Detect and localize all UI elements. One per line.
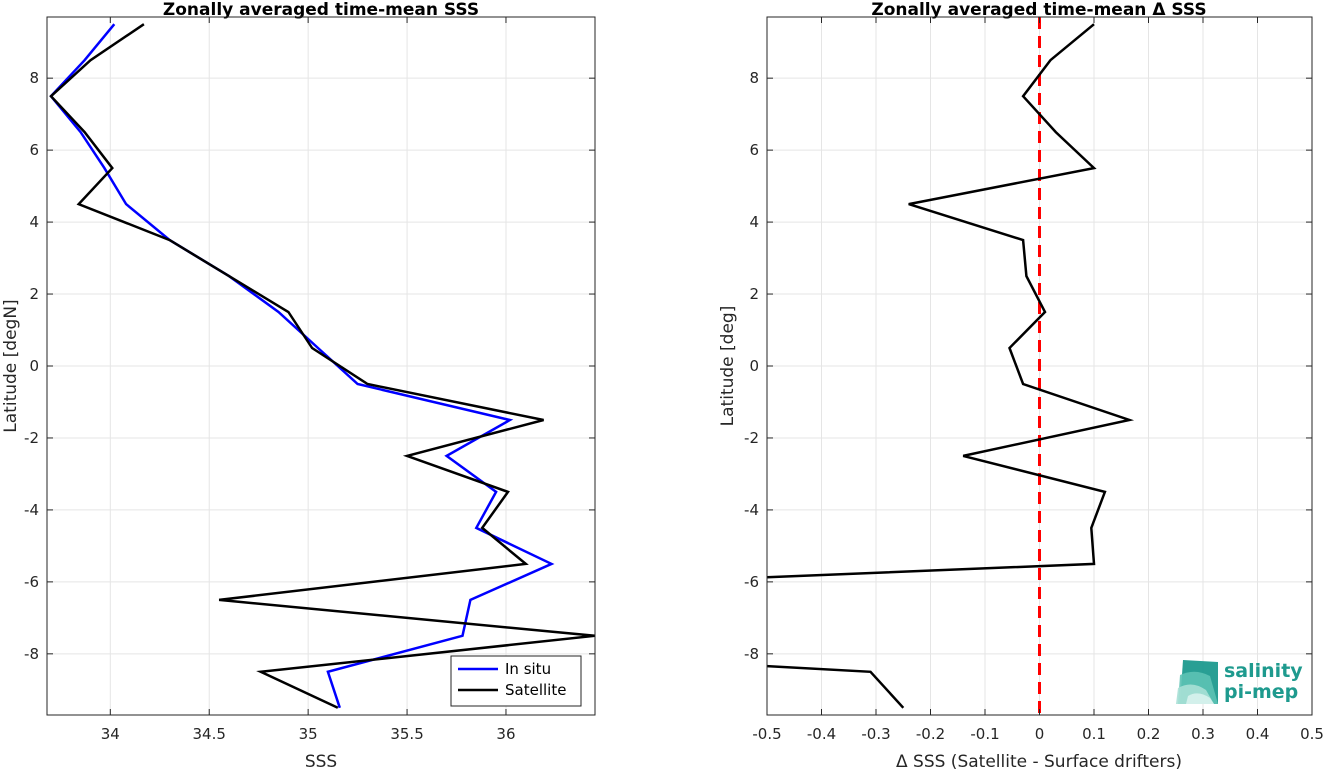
- left-x-tick-label: 35.5: [390, 725, 423, 743]
- logo-line1: salinity: [1224, 660, 1303, 682]
- right-x-tick-label: -0.5: [752, 725, 781, 743]
- right-x-axis-label: Δ SSS (Satellite - Surface drifters): [896, 752, 1182, 769]
- right-x-tick-label: 0.2: [1137, 725, 1161, 743]
- right-chart-title: Zonally averaged time-mean Δ SSS: [871, 0, 1206, 20]
- right-x-tick-label: -0.4: [807, 725, 836, 743]
- left-x-tick-label: 36: [496, 725, 515, 743]
- right-series-delta-line: [767, 23, 1135, 579]
- right-x-tick-label: 0.3: [1191, 725, 1215, 743]
- left-series-group: [49, 23, 595, 709]
- left-grid: [47, 17, 595, 715]
- logo-wave-icon: [1176, 660, 1218, 704]
- right-x-tick-label: -0.2: [916, 725, 945, 743]
- right-x-tick-label: 0: [1035, 725, 1045, 743]
- right-x-tick-label: 0.1: [1082, 725, 1106, 743]
- right-x-tick-label: 0.5: [1300, 725, 1324, 743]
- legend-satellite-label: Satellite: [505, 681, 566, 699]
- right-y-tick-label: 4: [749, 213, 759, 231]
- right-x-tick-label: 0.4: [1246, 725, 1270, 743]
- right-y-tick-label: 8: [749, 69, 759, 87]
- left-y-axis-label: Latitude [degN]: [1, 299, 21, 432]
- left-y-tick-label: 0: [29, 357, 39, 375]
- right-series-delta-line: [767, 664, 905, 709]
- right-y-tick-label: -2: [744, 429, 759, 447]
- left-y-tick-label: 8: [29, 69, 39, 87]
- left-chart-title: Zonally averaged time-mean SSS: [163, 0, 479, 20]
- left-y-tick-label: 2: [29, 285, 39, 303]
- right-tick-labels: -0.5 -0.4 -0.3 -0.2 -0.1 0 0.1 0.2 0.3 0.4 0.5 -8 -6…: [744, 17, 1324, 743]
- legend-insitu-label: In situ: [505, 660, 551, 678]
- left-tick-labels: 34 34.5 35 35.5 36 -8 -6 -4 -2 0 2 4 6 8: [24, 17, 595, 743]
- right-y-tick-label: -4: [744, 501, 759, 519]
- left-x-tick-label: 35: [299, 725, 318, 743]
- legend: In situ Satellite: [450, 655, 582, 707]
- left-x-tick-label: 34: [101, 725, 120, 743]
- right-y-tick-label: 2: [749, 285, 759, 303]
- right-x-tick-label: -0.3: [861, 725, 890, 743]
- left-y-tick-label: -8: [24, 645, 39, 663]
- legend-box: [450, 655, 582, 707]
- left-y-tick-label: 6: [29, 141, 39, 159]
- salinity-pi-mep-logo: salinity pi-mep: [1176, 660, 1303, 704]
- left-x-axis-label: SSS: [305, 752, 337, 769]
- left-x-tick-label: 34.5: [193, 725, 226, 743]
- right-y-axis-label: Latitude [deg]: [718, 306, 738, 427]
- left-panel: Zonally averaged time-mean SSS 34 34.5 35 3…: [1, 0, 596, 769]
- right-y-tick-label: 6: [749, 141, 759, 159]
- left-y-tick-label: -4: [24, 501, 39, 519]
- right-panel: Zonally averaged time-mean Δ SSS -0.5 -0.…: [718, 0, 1324, 769]
- right-y-tick-label: -6: [744, 573, 759, 591]
- left-series-satellite-line: [49, 23, 595, 709]
- logo-line2: pi-mep: [1224, 681, 1298, 703]
- left-y-tick-label: -2: [24, 429, 39, 447]
- right-y-tick-label: 0: [749, 357, 759, 375]
- right-x-tick-label: -0.1: [970, 725, 999, 743]
- left-y-tick-label: 4: [29, 213, 39, 231]
- right-series-group: [767, 17, 1135, 715]
- left-y-tick-label: -6: [24, 573, 39, 591]
- right-y-tick-label: -8: [744, 645, 759, 663]
